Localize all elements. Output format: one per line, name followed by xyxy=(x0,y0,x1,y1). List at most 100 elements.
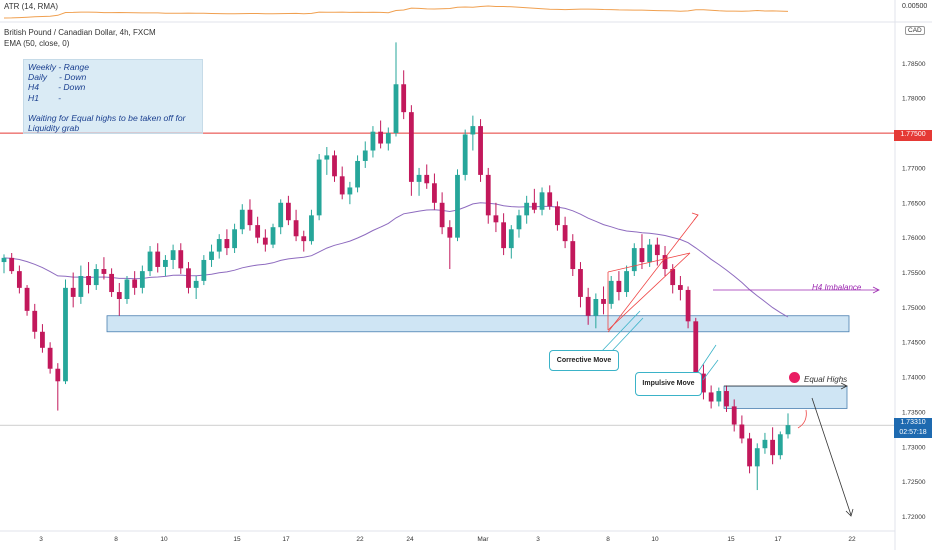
candle-body xyxy=(524,202,530,216)
equal-highs-label[interactable]: Equal Highs xyxy=(804,375,848,384)
candle-body xyxy=(493,215,499,223)
candle-body xyxy=(124,279,130,300)
channel-top-line[interactable] xyxy=(607,252,691,273)
candle-body xyxy=(24,287,30,311)
candle-body xyxy=(324,155,330,160)
price-tick-label: 1.75000 xyxy=(902,305,926,312)
candle-body xyxy=(101,269,107,274)
candle-body xyxy=(601,299,606,304)
candle-body xyxy=(401,84,407,113)
note-line: H4 - Down xyxy=(28,82,86,93)
candle-body xyxy=(332,155,337,177)
candle-body xyxy=(762,439,768,449)
candle-body xyxy=(416,174,422,182)
candle-body xyxy=(1,257,7,263)
atr-value-label: 0.00500 xyxy=(902,3,928,10)
candle-body xyxy=(408,112,414,182)
candle-body xyxy=(608,280,614,304)
impulsive-move-callout[interactable]: Impulsive Move xyxy=(635,372,702,396)
price-axis[interactable]: 1.785001.780001.775001.770001.765001.760… xyxy=(894,0,926,550)
note-line: Waiting for Equal highs to be taken off … xyxy=(28,112,186,123)
candle-body xyxy=(193,280,199,288)
price-tick-label: 1.72500 xyxy=(902,479,926,486)
chart-title[interactable]: British Pound / Canadian Dollar, 4h, FXC… xyxy=(4,28,156,37)
candle-body xyxy=(662,255,668,270)
candle-body xyxy=(109,273,115,293)
price-tick-label: 1.74000 xyxy=(902,375,926,382)
candle-body xyxy=(70,287,76,297)
candle-body xyxy=(539,192,545,210)
atr-series-line xyxy=(3,5,789,19)
candle-body xyxy=(40,331,45,348)
candle-body xyxy=(9,257,15,272)
candle-body xyxy=(578,269,583,297)
channel-upper-line[interactable] xyxy=(607,214,699,333)
candle-body xyxy=(32,310,38,332)
candle-body xyxy=(455,174,460,238)
candle-body xyxy=(447,227,453,238)
price-tick-label: 1.76500 xyxy=(902,200,926,207)
candle-body xyxy=(232,229,237,249)
candle-body xyxy=(470,126,476,135)
price-tick-label: 1.74500 xyxy=(902,340,926,347)
candle-body xyxy=(439,202,445,228)
corrective-move-callout[interactable]: Corrective Move xyxy=(549,350,619,371)
candle-body xyxy=(63,287,68,382)
candle-body xyxy=(78,276,84,297)
candle-body xyxy=(462,134,468,175)
candle-body xyxy=(716,391,722,402)
candle-body xyxy=(293,220,299,237)
currency-label[interactable]: CAD xyxy=(905,26,925,35)
time-tick-label: 22 xyxy=(848,536,856,543)
candles xyxy=(1,42,791,491)
candle-body xyxy=(216,239,222,252)
candle-body xyxy=(209,251,214,260)
time-axis[interactable]: 3 8 10 15 17 22 24 Mar 3 8 10 15 17 22 xyxy=(0,530,895,543)
candle-body xyxy=(301,236,307,242)
candle-body xyxy=(116,292,122,300)
projection-line[interactable] xyxy=(811,397,852,516)
candle-body xyxy=(378,131,384,144)
candle-body xyxy=(562,225,568,242)
time-tick-label: 22 xyxy=(356,536,364,543)
price-tick-label: 1.73500 xyxy=(902,409,926,416)
note-line: H1 - xyxy=(28,92,61,103)
price-tick-label: 1.78000 xyxy=(902,96,926,103)
equal-highs-zone[interactable] xyxy=(723,385,848,409)
atr-legend[interactable]: ATR (14, RMA) xyxy=(4,2,59,11)
equal-highs-arrow-icon xyxy=(840,382,848,390)
candle-body xyxy=(186,268,191,288)
analysis-note[interactable]: Weekly - Range Daily - Down H4 - Down H1… xyxy=(23,59,203,134)
candle-body xyxy=(701,373,706,393)
candle-body xyxy=(47,347,53,369)
candle-body xyxy=(285,202,291,221)
current-price-tag[interactable]: 1.73310 xyxy=(894,418,932,428)
candle-body xyxy=(278,202,284,228)
time-tick-label: 8 xyxy=(606,536,610,543)
candle-body xyxy=(547,192,553,207)
candle-body xyxy=(770,439,776,456)
candle-body xyxy=(478,126,483,175)
candle-body xyxy=(262,237,268,245)
time-tick-label: 10 xyxy=(160,536,168,543)
resistance-price-tag[interactable]: 1.77500 xyxy=(894,130,932,141)
h4-imbalance-label[interactable]: H4 Imbalance xyxy=(812,283,862,292)
candle-body xyxy=(739,424,745,439)
demand-zone[interactable] xyxy=(106,315,850,333)
price-tick-label: 1.76000 xyxy=(902,235,926,242)
candle-body xyxy=(785,425,791,435)
candle-body xyxy=(708,392,714,402)
candle-body xyxy=(339,176,345,195)
zones xyxy=(106,315,850,409)
candle-body xyxy=(132,279,138,288)
candle-body xyxy=(424,174,430,184)
ema-legend[interactable]: EMA (50, close, 0) xyxy=(4,39,70,48)
price-tick-label: 1.77000 xyxy=(902,165,926,172)
time-tick-label: 8 xyxy=(114,536,118,543)
candle-body xyxy=(724,391,729,407)
channel-bottom-line[interactable] xyxy=(607,252,691,331)
time-tick-label: 24 xyxy=(406,536,414,543)
candle-body xyxy=(255,225,261,238)
candle-body xyxy=(147,251,153,272)
